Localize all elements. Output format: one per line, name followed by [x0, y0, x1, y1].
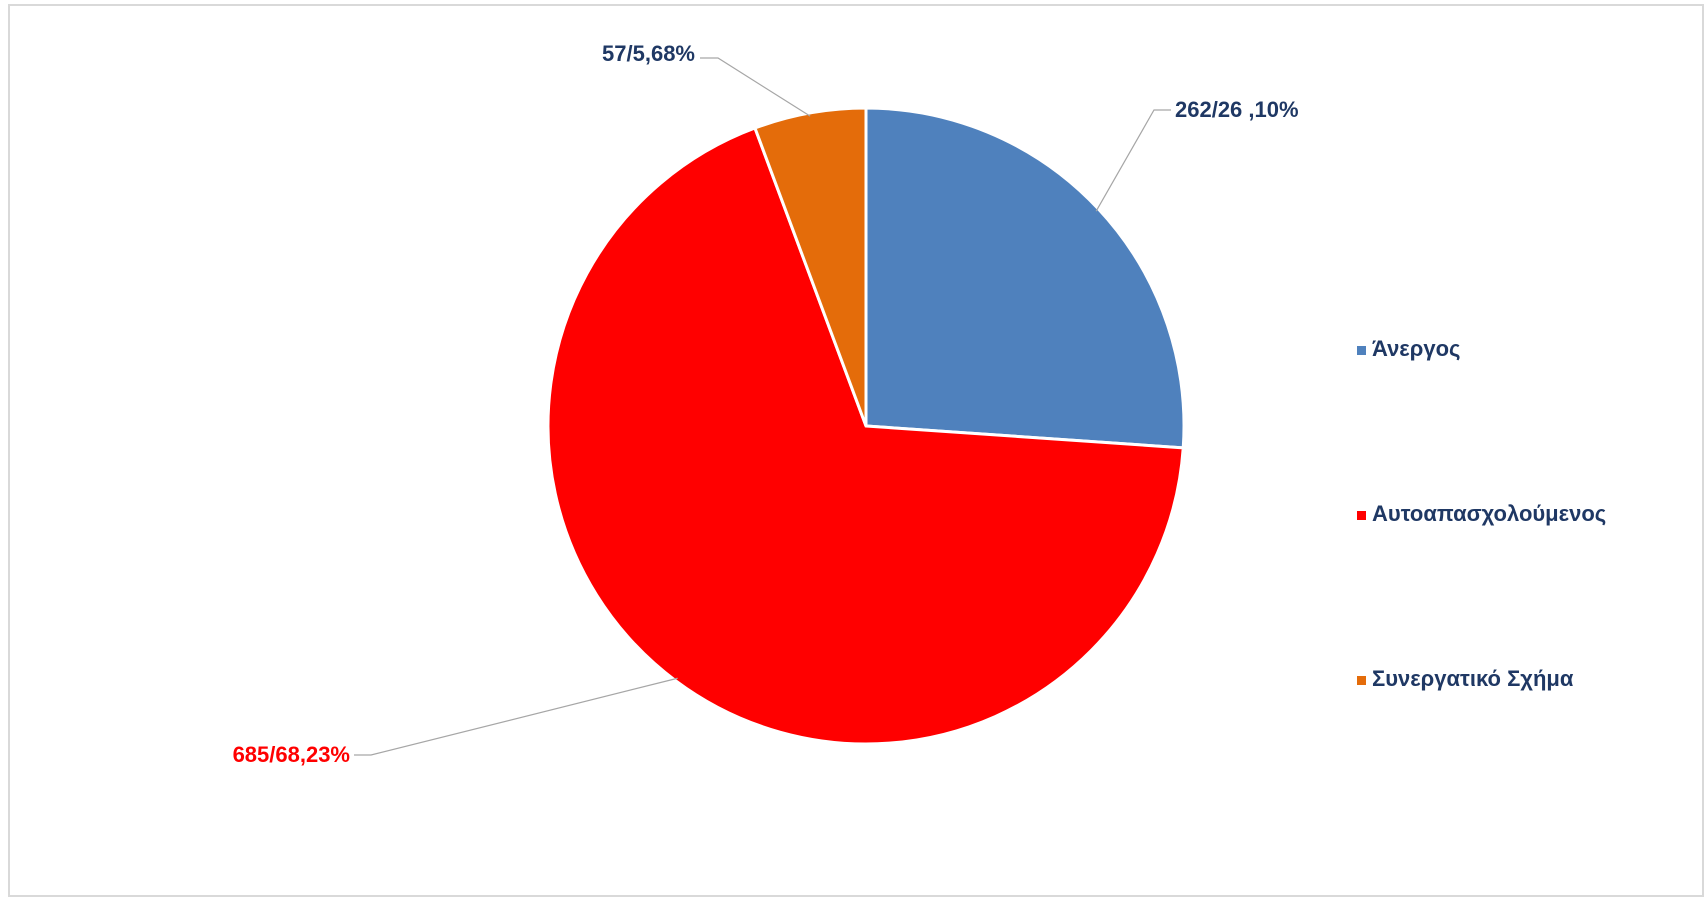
pie-slice-synergatiko-sxima — [753, 106, 868, 427]
data-label-autoapasxoloumenos: 685/68,23% — [233, 742, 350, 767]
legend-item-autoapasxoloumenos: Αυτοαπασχολούμενος — [1357, 501, 1606, 526]
legend-swatch-anergos — [1357, 346, 1366, 355]
pie-slices — [546, 106, 1186, 746]
pie-chart: 262/26 ,10% 685/68,23% 57/5,68% Άνεργος … — [233, 41, 1607, 767]
pie-slice-anergos — [864, 106, 1186, 450]
pie-slice-autoapasxoloumenos — [546, 126, 1185, 746]
chart-area: 262/26 ,10% 685/68,23% 57/5,68% Άνεργος … — [8, 4, 1704, 897]
legend: Άνεργος Αυτοαπασχολούμενος Συνεργατικό Σ… — [1357, 336, 1606, 691]
legend-swatch-autoapasxoloumenos — [1357, 511, 1366, 520]
leader-line-autoapasxoloumenos — [354, 677, 678, 756]
legend-label-anergos: Άνεργος — [1372, 336, 1460, 361]
data-label-anergos: 262/26 ,10% — [1175, 97, 1299, 122]
legend-label-autoapasxoloumenos: Αυτοαπασχολούμενος — [1372, 501, 1606, 526]
data-labels: 262/26 ,10% 685/68,23% 57/5,68% — [233, 41, 1299, 767]
legend-item-synergatiko-sxima: Συνεργατικό Σχήμα — [1357, 666, 1574, 691]
data-label-synergatiko-sxima: 57/5,68% — [602, 41, 695, 66]
legend-swatch-synergatiko-sxima — [1357, 676, 1366, 685]
leader-lines — [354, 57, 1171, 756]
legend-item-anergos: Άνεργος — [1357, 336, 1460, 361]
legend-label-synergatiko-sxima: Συνεργατικό Σχήμα — [1372, 666, 1574, 691]
leader-line-synergatiko-sxima — [700, 57, 811, 117]
leader-line-anergos — [1095, 109, 1171, 212]
